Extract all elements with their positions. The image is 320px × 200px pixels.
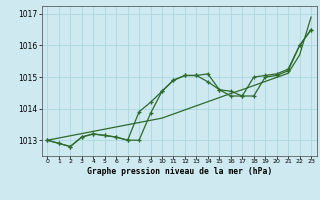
X-axis label: Graphe pression niveau de la mer (hPa): Graphe pression niveau de la mer (hPa)	[87, 167, 272, 176]
